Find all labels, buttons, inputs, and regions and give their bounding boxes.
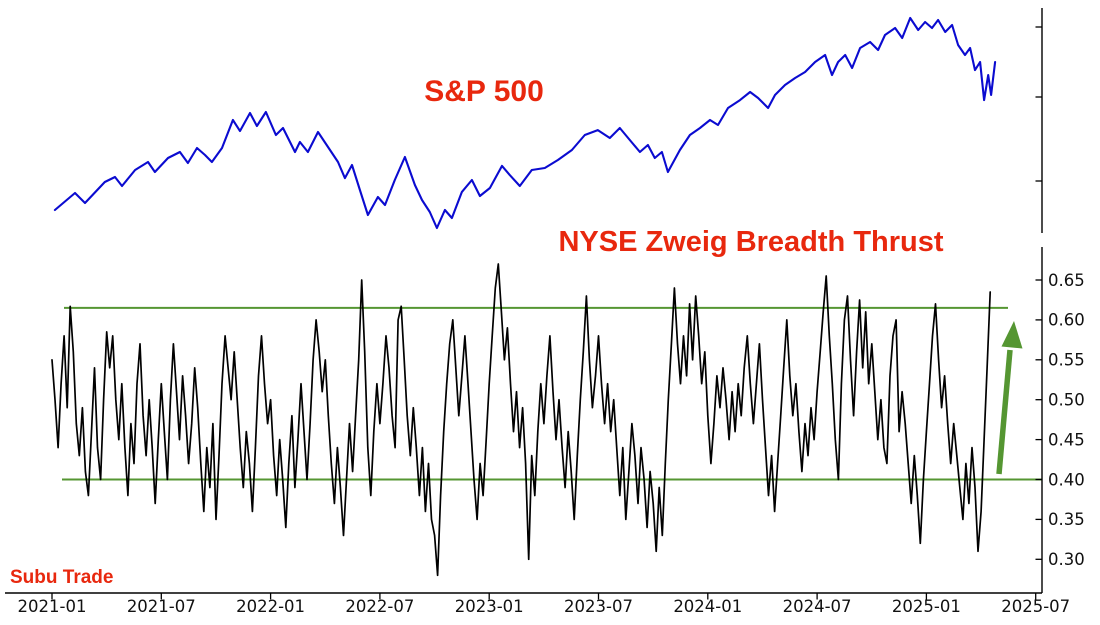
sp500-series: [53, 16, 997, 230]
sp500-title: S&P 500: [424, 75, 544, 108]
arrow-head: [1001, 321, 1023, 349]
zweig-y-tick-label: 0.45: [1048, 430, 1085, 449]
x-tick-label: 2021-07: [127, 597, 196, 616]
watermark-label: Subu Trade: [10, 567, 113, 588]
x-tick-label: 2022-01: [236, 597, 305, 616]
breadth-thrust-arrow-icon: [996, 321, 1023, 475]
zweig-y-tick-label: 0.55: [1048, 351, 1085, 370]
x-tick-label: 2025-01: [892, 597, 961, 616]
sp500-line: [53, 16, 997, 230]
x-tick-label: 2022-07: [345, 597, 414, 616]
x-tick-label: 2023-07: [564, 597, 633, 616]
x-axis-tick-labels: 2021-01 2021-07 2022-01 2022-07 2023-01 2023-…: [18, 597, 1071, 616]
x-tick-label: 2025-07: [1001, 597, 1070, 616]
zweig-line: [51, 263, 992, 577]
axes: [5, 8, 1043, 600]
x-tick-label: 2024-01: [673, 597, 742, 616]
zweig-series: [51, 263, 992, 577]
zweig-y-tick-label: 0.35: [1048, 510, 1085, 529]
x-tick-label: 2024-07: [783, 597, 852, 616]
zweig-y-tick-label: 0.40: [1048, 470, 1085, 489]
zweig-title: NYSE Zweig Breadth Thrust: [558, 226, 943, 258]
zweig-y-tick-label: 0.50: [1048, 391, 1085, 410]
x-tick-label: 2023-01: [455, 597, 524, 616]
zweig-thresholds: [62, 306, 1042, 481]
zweig-y-tick-label: 0.65: [1048, 271, 1085, 290]
arrow-shaft: [996, 349, 1013, 475]
zweig-y-tick-label: 0.60: [1048, 311, 1085, 330]
zweig-y-tick-label: 0.30: [1048, 550, 1085, 569]
x-tick-label: 2021-01: [18, 597, 87, 616]
zweig-y-axis-tick-labels: 0.65 0.60 0.55 0.50 0.45 0.40 0.35 0.30: [1035, 271, 1085, 569]
